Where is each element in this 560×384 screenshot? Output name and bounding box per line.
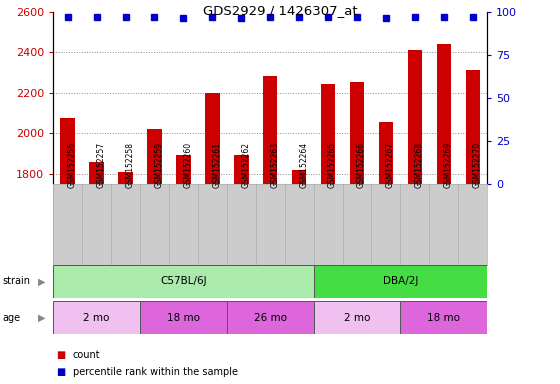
- Text: GSM152270: GSM152270: [473, 142, 482, 189]
- Bar: [465, 71, 480, 184]
- Bar: [234, 155, 249, 184]
- Text: GDS2929 / 1426307_at: GDS2929 / 1426307_at: [203, 4, 357, 17]
- Text: percentile rank within the sample: percentile rank within the sample: [73, 367, 238, 377]
- Text: GSM152256: GSM152256: [68, 142, 77, 189]
- Bar: [314, 301, 400, 334]
- Bar: [400, 301, 487, 334]
- Text: GSM152264: GSM152264: [299, 142, 308, 189]
- Text: DBA/2J: DBA/2J: [382, 276, 418, 286]
- Text: GSM152267: GSM152267: [386, 142, 395, 189]
- Text: strain: strain: [3, 276, 31, 286]
- Text: 2 mo: 2 mo: [83, 313, 110, 323]
- Text: count: count: [73, 350, 100, 360]
- Text: GSM152259: GSM152259: [155, 142, 164, 189]
- Bar: [437, 44, 451, 184]
- Bar: [314, 265, 487, 298]
- Bar: [263, 76, 277, 184]
- Bar: [379, 122, 393, 184]
- Bar: [53, 301, 140, 334]
- Text: ▶: ▶: [38, 276, 45, 286]
- Text: 18 mo: 18 mo: [167, 313, 200, 323]
- Bar: [205, 93, 220, 184]
- Text: age: age: [3, 313, 21, 323]
- Bar: [140, 301, 227, 334]
- Bar: [292, 170, 306, 184]
- Text: GSM152261: GSM152261: [212, 142, 221, 189]
- Text: ■: ■: [56, 367, 66, 377]
- Text: GSM152268: GSM152268: [415, 142, 424, 189]
- Text: GSM152258: GSM152258: [125, 142, 134, 189]
- Text: GSM152262: GSM152262: [241, 142, 250, 189]
- Text: 2 mo: 2 mo: [344, 313, 370, 323]
- Bar: [227, 301, 314, 334]
- Bar: [53, 265, 314, 298]
- Text: ■: ■: [56, 350, 66, 360]
- Bar: [321, 84, 335, 184]
- Text: GSM152266: GSM152266: [357, 142, 366, 189]
- Bar: [147, 129, 162, 184]
- Text: GSM152265: GSM152265: [328, 142, 337, 189]
- Bar: [350, 82, 364, 184]
- Text: 18 mo: 18 mo: [427, 313, 460, 323]
- Bar: [408, 50, 422, 184]
- Bar: [118, 172, 133, 184]
- Text: C57BL/6J: C57BL/6J: [160, 276, 207, 286]
- Bar: [90, 162, 104, 184]
- Bar: [60, 118, 75, 184]
- Text: GSM152269: GSM152269: [444, 142, 453, 189]
- Bar: [176, 155, 190, 184]
- Text: GSM152260: GSM152260: [184, 142, 193, 189]
- Text: ▶: ▶: [38, 313, 45, 323]
- Text: 26 mo: 26 mo: [254, 313, 287, 323]
- Text: GSM152263: GSM152263: [270, 142, 279, 189]
- Text: GSM152257: GSM152257: [97, 142, 106, 189]
